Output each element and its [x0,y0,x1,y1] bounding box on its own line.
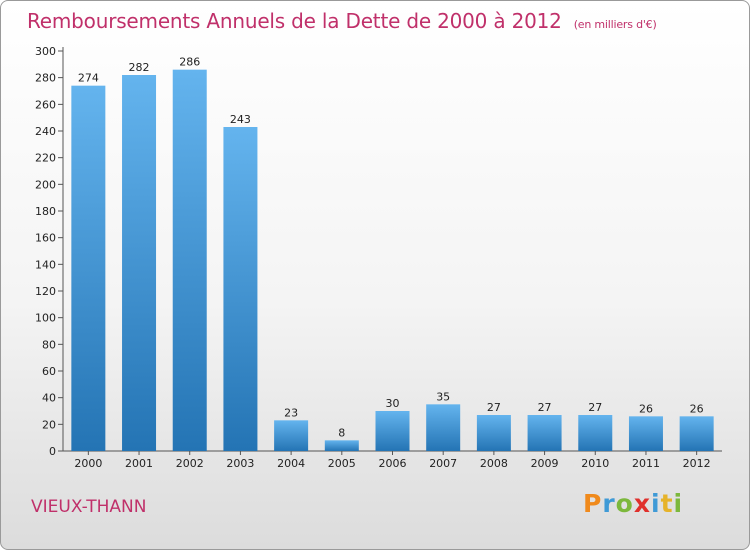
bar-value-label: 8 [338,426,345,439]
y-tick-label: 60 [42,365,56,378]
x-tick-label: 2005 [328,457,356,470]
title-unit: (en milliers d'€) [573,18,657,31]
x-tick-label: 2000 [74,457,102,470]
bar-value-label: 35 [436,390,450,403]
bar [476,415,511,451]
y-tick-label: 180 [35,205,56,218]
y-tick-label: 280 [35,72,56,85]
bar [324,440,359,451]
y-tick-label: 0 [49,445,56,458]
bar [527,415,562,451]
title-text: Remboursements Annuels de la Dette de 20… [27,9,562,33]
bar-value-label: 243 [230,113,251,126]
y-tick-label: 300 [35,45,56,58]
bar [71,85,106,452]
y-tick-label: 240 [35,125,56,138]
y-tick-label: 140 [35,258,56,271]
x-tick-label: 2010 [581,457,609,470]
bar-value-label: 30 [386,397,400,410]
commune-name: VIEUX-THANN [31,497,147,517]
bar [375,411,410,451]
x-tick-label: 2009 [531,457,559,470]
x-tick-label: 2006 [379,457,407,470]
x-tick-label: 2002 [176,457,204,470]
bar [274,420,309,451]
x-tick-label: 2003 [226,457,254,470]
y-tick-label: 160 [35,232,56,245]
bar [679,416,714,451]
bar [426,404,461,451]
y-tick-label: 260 [35,98,56,111]
bar-value-label: 274 [78,72,99,85]
x-tick-label: 2008 [480,457,508,470]
logo-letter: i [673,489,684,518]
bar-value-label: 27 [588,401,602,414]
bar [223,127,258,451]
logo-letter: r [602,489,616,518]
proxiti-logo: Proxiti [583,489,683,518]
logo-letter: P [583,489,603,518]
bar-value-label: 26 [639,402,653,415]
y-tick-label: 20 [42,418,56,431]
bar [172,69,207,452]
y-tick-label: 100 [35,312,56,325]
bar-value-label: 286 [179,56,200,69]
logo-letter: o [615,489,634,518]
bar [578,415,613,451]
x-tick-label: 2007 [429,457,457,470]
y-tick-label: 220 [35,152,56,165]
bar [122,75,157,451]
logo-letter: t [660,489,674,518]
x-tick-label: 2001 [125,457,153,470]
y-tick-label: 200 [35,178,56,191]
bar-value-label: 282 [129,61,150,74]
bar [628,416,663,451]
y-tick-label: 80 [42,338,56,351]
bar-value-label: 26 [690,402,704,415]
logo-letter: x [633,489,651,518]
y-tick-label: 40 [42,392,56,405]
x-tick-label: 2012 [683,457,711,470]
y-tick-label: 120 [35,285,56,298]
x-tick-label: 2004 [277,457,305,470]
bar-value-label: 23 [284,406,298,419]
chart-title: Remboursements Annuels de la Dette de 20… [27,9,657,33]
bar-value-label: 27 [487,401,501,414]
x-tick-label: 2011 [632,457,660,470]
bar-value-label: 27 [538,401,552,414]
logo-letter: i [651,489,661,518]
